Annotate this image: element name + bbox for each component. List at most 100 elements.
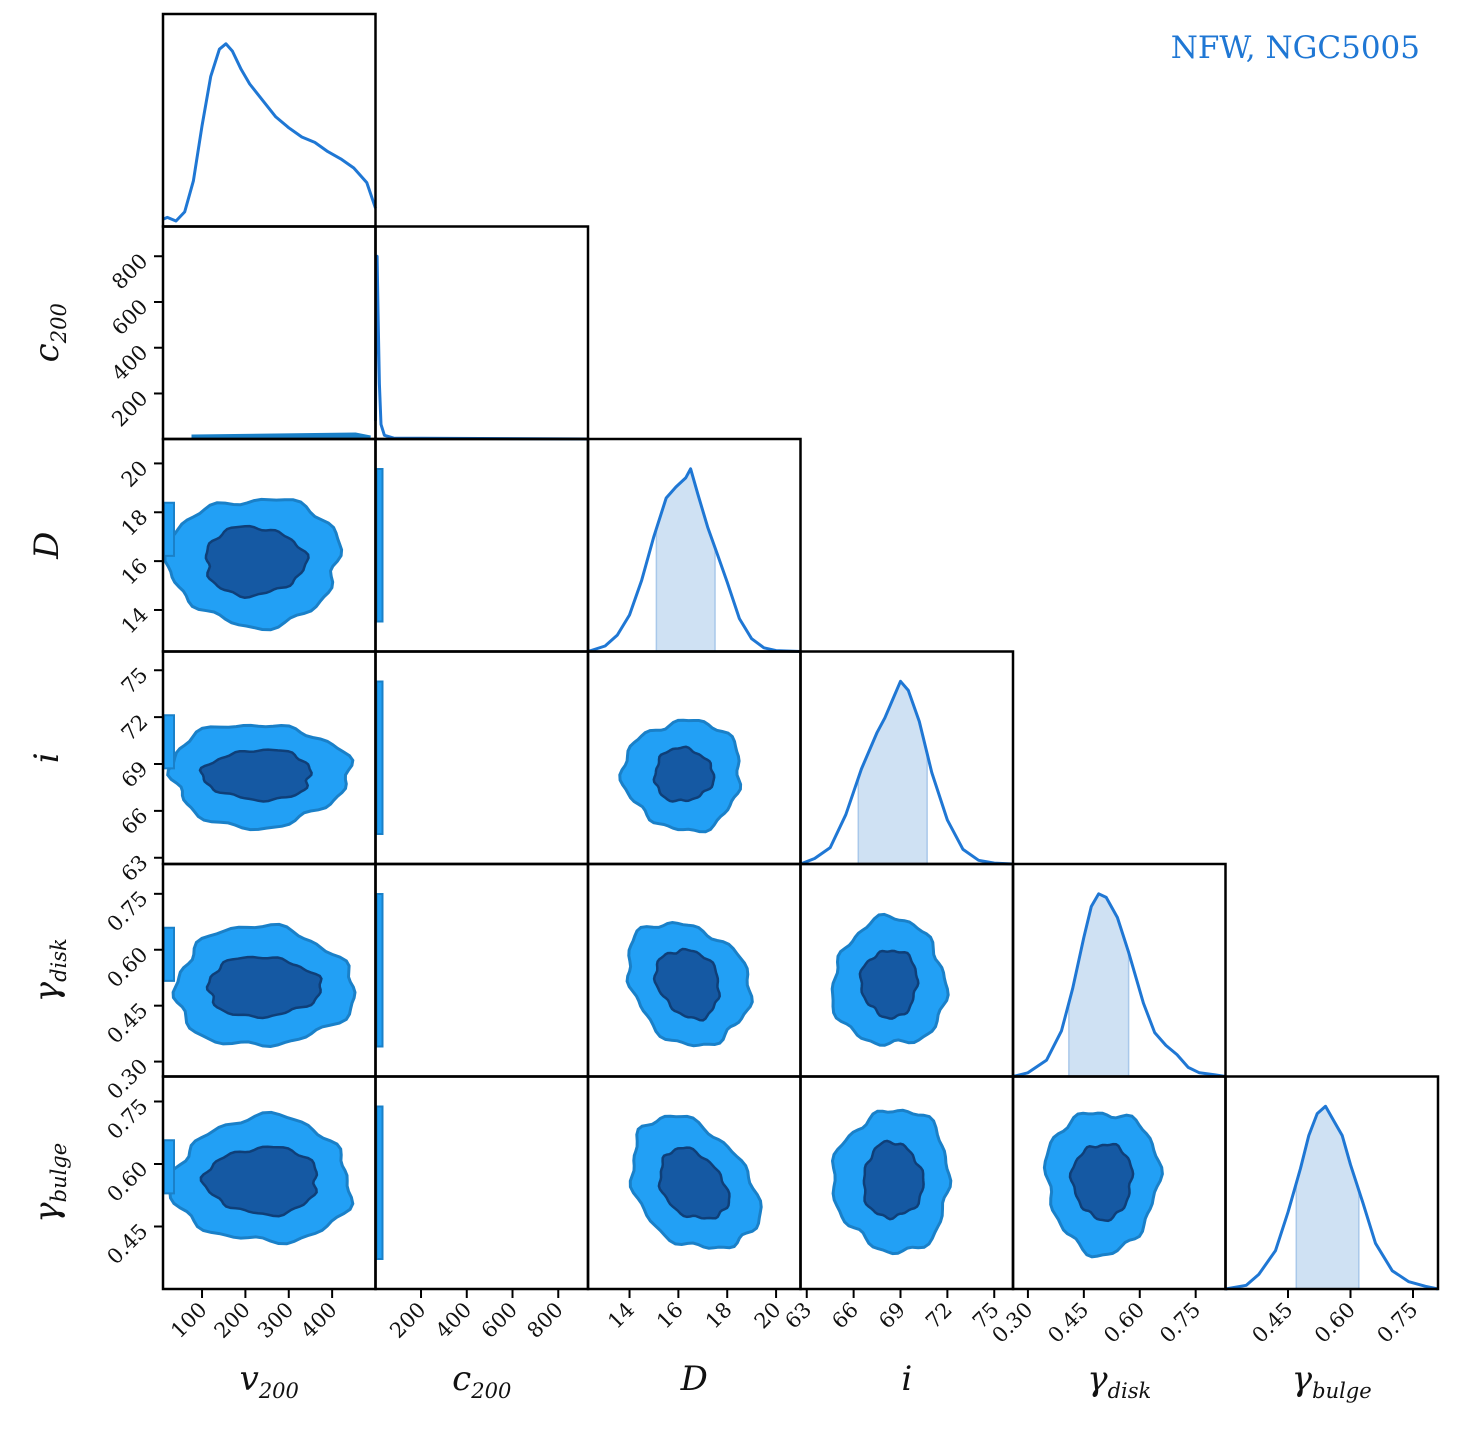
panel-D-c200 <box>374 437 590 653</box>
marginal-band-i <box>857 680 928 865</box>
xtick-label-i-3: 72 <box>921 1298 957 1334</box>
contour-inner-gamma_bulge-i <box>862 1139 925 1221</box>
ylabel-main-D: D <box>27 532 67 560</box>
contour-gamma_bulge-c200 <box>375 1105 384 1260</box>
xtick-label-gamma_bulge-0: 0.45 <box>1247 1298 1297 1348</box>
xlabel-main-gamma_bulge: γ <box>1292 1359 1313 1399</box>
xtick-label-v200-2: 300 <box>253 1298 298 1343</box>
xtick-label-c200-2: 600 <box>477 1298 522 1343</box>
ylabel-sub-gamma_bulge: bulge <box>47 1143 71 1203</box>
contour-edge-gamma_disk <box>163 926 175 982</box>
ylabel-i: i <box>27 752 67 763</box>
contour-inner-i-D <box>652 745 716 803</box>
contour-gamma_disk-c200 <box>375 893 384 1048</box>
xtick-label-gamma_disk-3: 0.75 <box>1155 1298 1205 1348</box>
xlabel-main-gamma_disk: γ <box>1087 1359 1108 1399</box>
panel-gamma_disk-c200 <box>374 862 590 1078</box>
ylabel-sub-gamma_disk: disk <box>47 938 71 982</box>
ylabel-main-gamma_disk: γ <box>27 981 67 1002</box>
contour-inner-gamma_bulge-D <box>657 1146 731 1220</box>
chart-title: NFW, NGC5005 <box>1171 30 1420 66</box>
xlabel-gamma_bulge: γbulge <box>1292 1359 1372 1403</box>
ytick-label-gamma_disk-3: 0.75 <box>102 886 152 936</box>
xtick-label-gamma_bulge-1: 0.60 <box>1310 1298 1360 1348</box>
marginal-band-D <box>655 466 716 653</box>
ylabel-main-gamma_bulge: γ <box>27 1202 67 1223</box>
fill-layer <box>162 42 1439 1291</box>
xtick-label-D-0: 14 <box>603 1298 639 1334</box>
panel-c200-c200 <box>374 225 590 441</box>
ytick-label-gamma_disk-1: 0.45 <box>102 998 152 1048</box>
xlabel-main-i: i <box>901 1359 912 1399</box>
xtick-label-gamma_disk-2: 0.60 <box>1099 1298 1149 1348</box>
ytick-label-c200-2: 600 <box>107 295 152 340</box>
xlabel-v200: v200 <box>240 1359 299 1403</box>
xlabel-i: i <box>901 1359 912 1399</box>
xlabel-D: D <box>680 1359 708 1399</box>
ytick-label-D-3: 20 <box>117 456 153 492</box>
ytick-label-gamma_bulge-1: 0.60 <box>102 1157 152 1207</box>
ytick-label-gamma_disk-2: 0.60 <box>102 942 152 992</box>
xtick-label-i-2: 69 <box>874 1298 910 1334</box>
ytick-label-c200-1: 400 <box>107 340 152 385</box>
ylabel-sub-c200: 200 <box>47 303 71 344</box>
contour-inner-gamma_disk-D <box>652 947 721 1022</box>
marginal-curve-gamma_bulge <box>1225 1104 1439 1291</box>
xtick-label-v200-3: 400 <box>296 1298 341 1343</box>
xtick-label-gamma_bulge-2: 0.75 <box>1372 1298 1422 1348</box>
panel-v200-v200 <box>161 12 377 228</box>
ytick-label-D-2: 18 <box>117 505 153 541</box>
contour-inner-gamma_bulge-v200 <box>199 1145 319 1218</box>
marginal-curve-c200 <box>374 254 589 441</box>
ylabel-gamma_disk: γdisk <box>27 938 71 1002</box>
ytick-label-gamma_disk-0: 0.30 <box>102 1054 152 1104</box>
xtick-label-i-1: 66 <box>827 1298 863 1334</box>
contour-c200-v200 <box>191 432 371 440</box>
contour-i-c200 <box>375 680 384 835</box>
marginal-curve-i <box>799 679 1014 866</box>
ylabel-D: D <box>27 532 67 560</box>
xtick-label-v200-1: 200 <box>210 1298 255 1343</box>
ytick-label-i-3: 72 <box>117 710 153 746</box>
contour-inner-i-v200 <box>198 748 313 803</box>
contour-D-c200 <box>375 468 384 623</box>
panel-c200-v200 <box>161 225 377 441</box>
ytick-label-D-0: 14 <box>117 603 153 639</box>
xlabel-sub-v200: 200 <box>258 1379 299 1403</box>
xlabel-main-v200: v <box>240 1359 259 1399</box>
xlabel-sub-c200: 200 <box>470 1379 511 1403</box>
xtick-label-c200-1: 400 <box>431 1298 476 1343</box>
ytick-label-c200-3: 800 <box>107 249 152 294</box>
ytick-label-D-1: 16 <box>117 554 153 590</box>
ytick-label-c200-0: 200 <box>107 386 152 431</box>
xlabel-c200: c200 <box>452 1359 511 1403</box>
contour-inner-gamma_disk-v200 <box>205 955 323 1020</box>
ytick-label-i-1: 66 <box>117 803 153 839</box>
ytick-label-gamma_bulge-2: 0.75 <box>102 1094 152 1144</box>
xlabel-main-c200: c <box>452 1359 471 1399</box>
xlabel-main-D: D <box>680 1359 708 1399</box>
contour-inner-D-v200 <box>204 524 310 599</box>
xlabel-sub-gamma_bulge: bulge <box>1312 1379 1372 1403</box>
panel-gamma_bulge-c200 <box>374 1075 590 1291</box>
ytick-label-gamma_bulge-0: 0.45 <box>102 1219 152 1269</box>
xtick-label-c200-0: 200 <box>385 1298 430 1343</box>
marginal-band-gamma_bulge <box>1295 1105 1360 1290</box>
marginal-curve-gamma_disk <box>1012 892 1226 1078</box>
panel-i-c200 <box>374 650 590 866</box>
xtick-label-gamma_disk-0: 0.30 <box>987 1298 1037 1348</box>
xtick-label-i-0: 63 <box>780 1298 816 1334</box>
xtick-label-c200-3: 800 <box>522 1298 567 1343</box>
ytick-label-i-4: 75 <box>117 663 153 699</box>
xtick-label-D-2: 18 <box>701 1298 737 1334</box>
ylabel-gamma_bulge: γbulge <box>27 1143 71 1223</box>
xlabel-sub-gamma_disk: disk <box>1108 1379 1152 1403</box>
ytick-label-i-0: 63 <box>117 850 153 886</box>
xtick-label-v200-0: 100 <box>166 1298 211 1343</box>
panel-gamma_bulge-gamma_bulge <box>1224 1075 1440 1291</box>
contour-edge-D <box>163 501 175 557</box>
ylabel-main-i: i <box>27 752 67 763</box>
marginal-curve-D <box>587 467 801 653</box>
